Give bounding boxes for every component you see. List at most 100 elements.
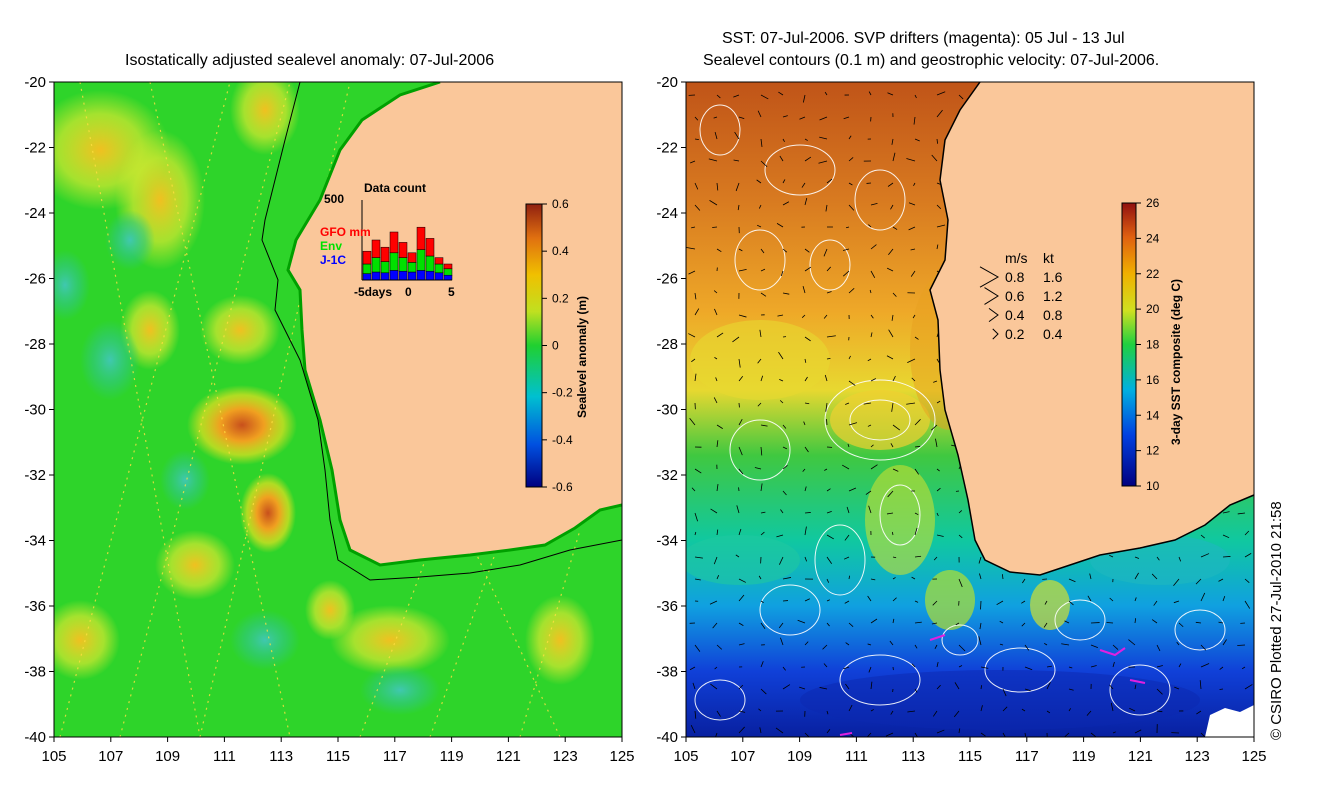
velocity-arrow	[891, 314, 894, 321]
velocity-arrow	[716, 644, 723, 650]
velocity-arrow	[802, 94, 806, 103]
velocity-arrow	[910, 270, 916, 277]
left-lat-tick-label: -34	[24, 533, 46, 550]
velocity-arrow	[1200, 663, 1210, 668]
velocity-arrow	[843, 556, 850, 560]
velocity-arrow	[1134, 729, 1142, 734]
velocity-arrow	[868, 666, 872, 673]
velocity-arrow	[686, 247, 696, 250]
velocity-legend-header-ms: m/s	[1005, 250, 1028, 266]
velocity-arrow	[1156, 710, 1163, 713]
velocity-arrow	[1024, 688, 1031, 692]
velocity-arrow	[691, 358, 696, 363]
velocity-arrow	[890, 710, 894, 715]
velocity-arrow	[886, 512, 894, 515]
velocity-arrow	[914, 138, 920, 142]
velocity-arrow	[870, 314, 874, 319]
velocity-arrow	[776, 223, 784, 228]
left-lon-tick-label: 117	[383, 748, 407, 765]
velocity-arrow	[1112, 661, 1115, 668]
inset-xtick-end: 5	[448, 285, 455, 299]
velocity-arrow	[760, 424, 768, 427]
inset-bar-env	[443, 268, 453, 276]
velocity-arrow	[1024, 666, 1033, 671]
velocity-arrow	[865, 490, 872, 495]
velocity-arrow	[868, 505, 872, 514]
velocity-legend-arrow	[988, 307, 999, 323]
velocity-arrow	[911, 663, 916, 668]
velocity-arrow	[1195, 621, 1202, 624]
velocity-arrow	[760, 511, 766, 514]
velocity-arrow	[689, 666, 696, 671]
velocity-arrow	[819, 687, 828, 690]
velocity-arrow	[936, 91, 946, 96]
velocity-arrow	[760, 688, 767, 695]
velocity-arrow	[822, 644, 828, 650]
right-lat-tick-label: -34	[656, 533, 678, 550]
velocity-arrow	[936, 358, 940, 363]
velocity-legend-arrow	[992, 328, 999, 340]
velocity-arrow	[914, 468, 920, 475]
velocity-arrow	[782, 577, 792, 580]
velocity-arrow	[777, 314, 784, 317]
velocity-arrow	[1044, 643, 1048, 646]
velocity-legend-ms: 0.8	[1005, 269, 1025, 285]
velocity-arrow	[936, 400, 941, 404]
velocity-arrow	[690, 725, 696, 734]
velocity-legend-kt: 1.6	[1043, 269, 1063, 285]
credit-label: © CSIRO Plotted 27-Jul-2010 21:58	[1268, 501, 1285, 740]
velocity-arrow	[782, 490, 787, 496]
velocity-arrow	[1086, 710, 1092, 716]
sla-colorbar-tick: -0.2	[552, 386, 573, 400]
velocity-arrow	[1174, 686, 1180, 690]
velocity-arrow	[980, 705, 983, 712]
velocity-arrow	[691, 487, 696, 492]
left-lat-tick-label: -30	[24, 402, 46, 419]
velocity-arrow	[908, 202, 916, 206]
sst-colorbar-tick: 12	[1146, 444, 1160, 458]
svp-drifter-tracks	[839, 634, 1146, 736]
velocity-arrow	[799, 686, 806, 690]
velocity-arrow	[914, 527, 918, 536]
velocity-arrow	[757, 402, 762, 407]
velocity-arrow	[848, 487, 857, 492]
inset-bar-env	[362, 263, 372, 274]
velocity-arrow	[694, 182, 699, 190]
velocity-legend-header-kt: kt	[1043, 250, 1054, 266]
velocity-arrow	[980, 666, 989, 669]
velocity-legend-ms: 0.2	[1005, 326, 1025, 342]
velocity-arrow	[716, 182, 719, 191]
velocity-arrow	[892, 226, 898, 230]
velocity-legend-ms: 0.4	[1005, 307, 1025, 323]
left-lat-tick-label: -26	[24, 271, 46, 288]
velocity-arrow	[843, 116, 850, 120]
velocity-arrow	[1151, 573, 1158, 580]
right-lat-axis: -20 -22 -24 -26 -28 -30 -32 -34 -36 -38 -40	[656, 74, 686, 746]
velocity-arrow	[1068, 578, 1076, 583]
velocity-arrow	[760, 661, 764, 668]
velocity-arrow	[782, 446, 788, 450]
velocity-arrow	[1134, 556, 1140, 559]
velocity-arrow	[936, 224, 946, 228]
velocity-arrow	[1109, 597, 1114, 602]
velocity-arrow	[801, 182, 806, 188]
right-lat-tick-label: -26	[656, 271, 678, 288]
velocity-arrow	[1218, 578, 1224, 582]
velocity-arrow	[716, 424, 723, 429]
velocity-arrow	[780, 509, 784, 514]
velocity-arrow	[1087, 595, 1092, 602]
velocity-arrow	[848, 575, 851, 580]
velocity-arrow	[889, 640, 894, 646]
inset-bar-env	[407, 262, 417, 273]
velocity-arrow	[1021, 708, 1026, 712]
inset-title: Data count	[364, 181, 426, 195]
velocity-arrow	[802, 468, 806, 472]
velocity-arrow	[1195, 578, 1202, 585]
right-lon-tick-label: 107	[730, 748, 755, 765]
velocity-arrow	[801, 314, 806, 318]
velocity-arrow	[804, 556, 807, 562]
velocity-arrow	[754, 467, 762, 470]
velocity-arrow	[714, 308, 718, 316]
velocity-arrow	[778, 622, 784, 629]
velocity-arrow	[716, 440, 719, 448]
